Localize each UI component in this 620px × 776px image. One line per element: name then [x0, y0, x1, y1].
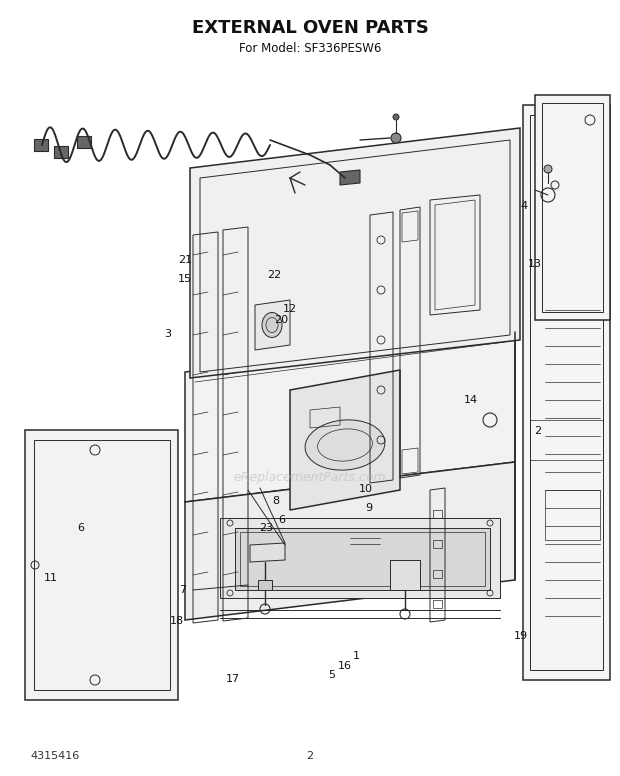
Polygon shape: [54, 146, 68, 158]
Text: 15: 15: [178, 275, 192, 284]
Text: 1: 1: [353, 651, 360, 660]
Ellipse shape: [393, 114, 399, 120]
Text: 18: 18: [170, 616, 184, 625]
Text: 13: 13: [528, 259, 541, 268]
Polygon shape: [185, 462, 515, 620]
Polygon shape: [340, 170, 360, 185]
Polygon shape: [258, 580, 272, 590]
Text: 10: 10: [359, 484, 373, 494]
Polygon shape: [190, 128, 520, 378]
Ellipse shape: [305, 420, 385, 470]
Text: 9: 9: [365, 504, 373, 513]
Text: EXTERNAL OVEN PARTS: EXTERNAL OVEN PARTS: [192, 19, 428, 37]
Text: 4: 4: [520, 201, 528, 210]
Text: 4315416: 4315416: [30, 751, 79, 761]
Polygon shape: [523, 105, 610, 680]
Polygon shape: [290, 370, 400, 510]
Text: 2: 2: [306, 751, 314, 761]
Ellipse shape: [262, 313, 282, 338]
Text: 8: 8: [272, 496, 280, 505]
Text: eReplacementParts.com: eReplacementParts.com: [234, 472, 386, 484]
Text: 6: 6: [77, 523, 84, 532]
Polygon shape: [535, 95, 610, 320]
Polygon shape: [250, 543, 285, 562]
Text: 6: 6: [278, 515, 286, 525]
Text: 2: 2: [534, 426, 542, 435]
Polygon shape: [25, 430, 178, 700]
Text: 14: 14: [464, 395, 478, 404]
Ellipse shape: [391, 133, 401, 143]
Polygon shape: [390, 560, 420, 590]
Text: 17: 17: [226, 674, 240, 684]
Text: 7: 7: [179, 585, 187, 594]
Polygon shape: [34, 139, 48, 151]
Ellipse shape: [544, 165, 552, 173]
Polygon shape: [220, 518, 500, 598]
Text: 3: 3: [164, 329, 171, 338]
Text: 12: 12: [283, 304, 297, 314]
Text: 11: 11: [44, 573, 58, 583]
Text: 16: 16: [338, 661, 352, 670]
Polygon shape: [235, 528, 490, 590]
Text: 21: 21: [178, 255, 192, 265]
Text: 23: 23: [260, 523, 273, 532]
Polygon shape: [185, 332, 515, 502]
Polygon shape: [255, 300, 290, 350]
Text: For Model: SF336PESW6: For Model: SF336PESW6: [239, 41, 381, 54]
Polygon shape: [77, 136, 91, 148]
Text: 20: 20: [274, 316, 288, 325]
Text: 22: 22: [267, 271, 281, 280]
Text: 5: 5: [328, 670, 335, 680]
Text: 19: 19: [514, 632, 528, 641]
